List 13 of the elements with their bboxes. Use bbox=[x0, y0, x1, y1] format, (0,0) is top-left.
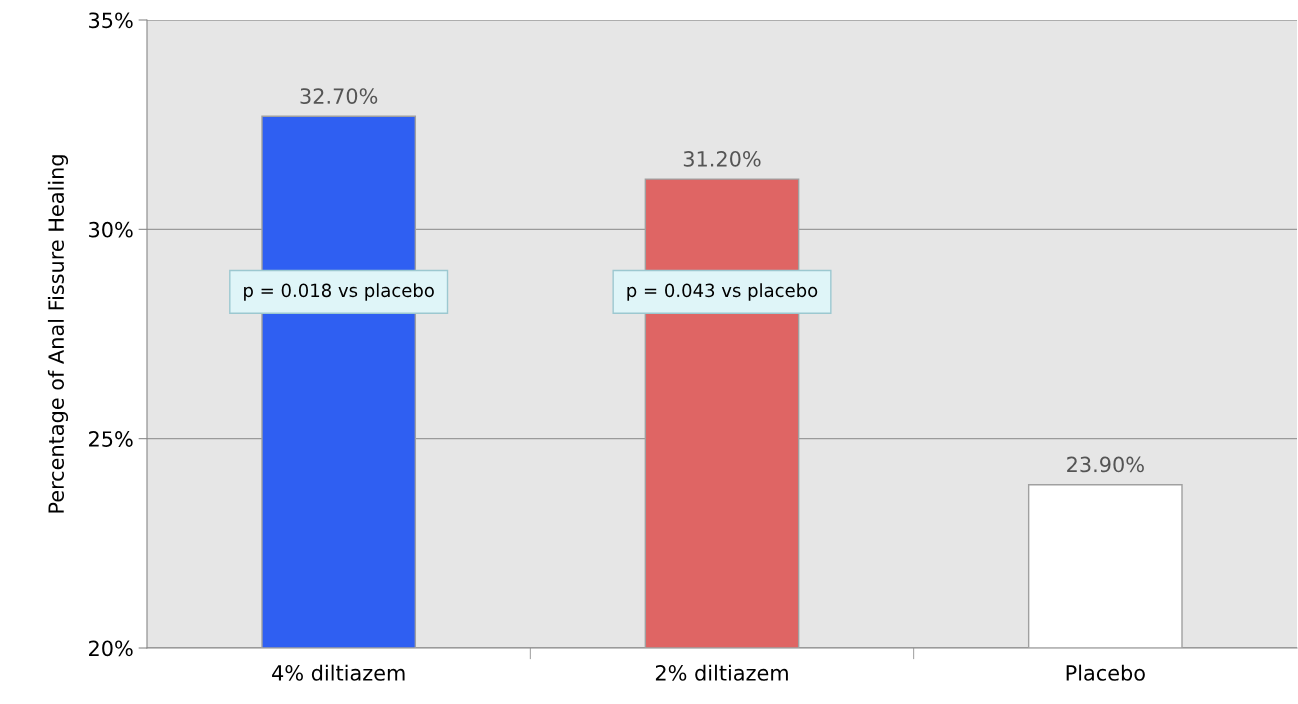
y-tick-label: 35% bbox=[89, 12, 133, 29]
annotation: p = 0.043 vs placebo bbox=[627, 283, 818, 301]
y-axis-title: Percentage of Anal Fissure Healing bbox=[47, 155, 69, 513]
x-tick-label: 4% diltiazem bbox=[272, 664, 405, 681]
y-tick-label: 20% bbox=[89, 640, 133, 657]
y-tick-label: 25% bbox=[89, 431, 133, 447]
x-tick-label: Placebo bbox=[1066, 664, 1145, 681]
data-label: 23.90% bbox=[1067, 456, 1144, 473]
x-tick-label: 2% diltiazem bbox=[655, 664, 788, 681]
annotation: p = 0.018 vs placebo bbox=[244, 283, 434, 301]
data-label: 32.70% bbox=[300, 88, 378, 104]
data-label: 31.20% bbox=[683, 150, 761, 167]
y-tick-label: 30% bbox=[89, 221, 133, 238]
